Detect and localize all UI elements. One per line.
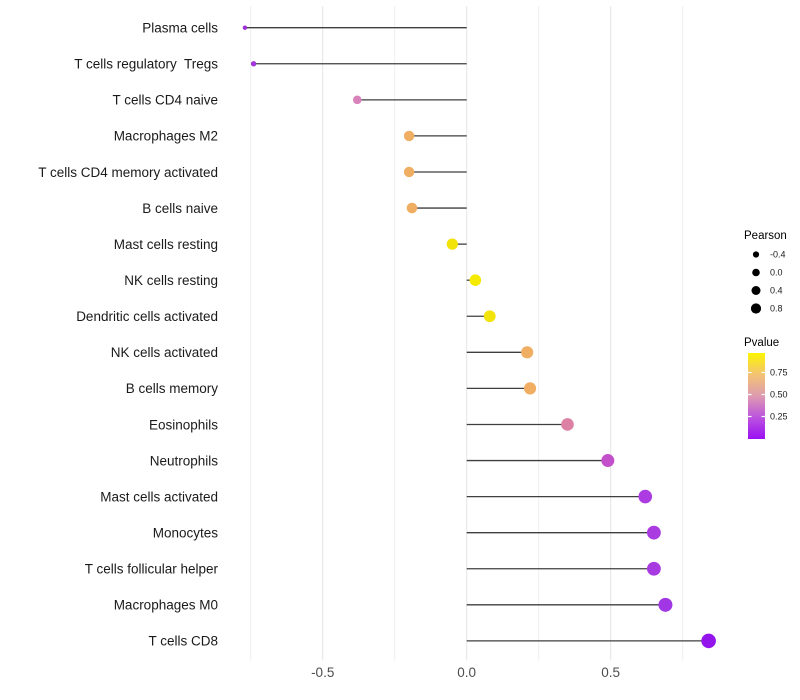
- lollipop-dot: [601, 454, 615, 468]
- y-axis-label: Mast cells activated: [100, 489, 218, 504]
- y-axis-label: T cells CD4 memory activated: [38, 165, 218, 180]
- y-axis-label: T cells follicular helper: [85, 562, 219, 577]
- lollipop-dot: [403, 166, 415, 178]
- y-axis-label: T cells CD8: [148, 634, 218, 649]
- pvalue-legend-title: Pvalue: [744, 337, 779, 349]
- legend-size-label: 0.4: [770, 286, 783, 296]
- lollipop-dot: [647, 525, 661, 540]
- y-axis-label: B cells naive: [142, 201, 218, 216]
- lollipop-dot: [638, 489, 653, 504]
- y-axis-label: NK cells resting: [124, 273, 218, 288]
- legend-size-circle: [751, 286, 761, 295]
- legend-size-circle: [750, 303, 762, 314]
- lollipop-dot: [658, 597, 673, 612]
- pvalue-tick-label: 0.50: [770, 390, 788, 400]
- lollipop-dot: [446, 238, 458, 250]
- lollipop-dot: [521, 346, 534, 359]
- lollipop-dot: [701, 633, 716, 649]
- lollipop-dot: [523, 382, 537, 395]
- legend-size-label: 0.8: [770, 304, 783, 314]
- pearson-legend-title: Pearson: [744, 230, 787, 242]
- pvalue-tick-label: 0.75: [770, 368, 788, 378]
- x-axis-tick-label: 0.0: [457, 665, 476, 680]
- y-axis-label: Monocytes: [153, 525, 219, 540]
- y-axis-label: Mast cells resting: [114, 237, 218, 252]
- lollipop-dot: [561, 418, 574, 431]
- x-axis-tick-label: -0.5: [311, 665, 334, 680]
- x-axis-tick-label: 0.5: [601, 665, 620, 680]
- y-axis-label: Dendritic cells activated: [76, 309, 218, 324]
- y-axis-label: T cells CD4 naive: [112, 93, 218, 108]
- y-axis-label: T cells regulatory Tregs: [74, 57, 218, 72]
- y-axis-label: NK cells activated: [111, 345, 218, 360]
- legend-size-circle: [752, 251, 760, 258]
- lollipop-dot: [483, 310, 496, 323]
- y-axis-label: B cells memory: [126, 381, 219, 396]
- y-axis-label: Macrophages M0: [114, 598, 218, 613]
- legend-size-label: 0.0: [770, 268, 783, 278]
- legend-size-circle: [752, 268, 760, 277]
- y-axis-label: Plasma cells: [142, 21, 218, 36]
- y-axis-label: Eosinophils: [149, 417, 218, 432]
- lollipop-dot: [406, 202, 418, 214]
- lollipop-dot: [242, 25, 248, 30]
- lollipop-dot: [352, 95, 362, 105]
- lollipop-dot: [403, 130, 415, 142]
- pvalue-colorbar: [748, 353, 765, 439]
- lollipop-dot: [469, 274, 482, 286]
- lollipop-dot: [647, 561, 661, 576]
- y-axis-label: Macrophages M2: [114, 129, 218, 144]
- y-axis-label: Neutrophils: [150, 453, 219, 468]
- lollipop-dot: [250, 61, 257, 67]
- legend-size-label: -0.4: [770, 250, 786, 260]
- pvalue-tick-label: 0.25: [770, 412, 788, 422]
